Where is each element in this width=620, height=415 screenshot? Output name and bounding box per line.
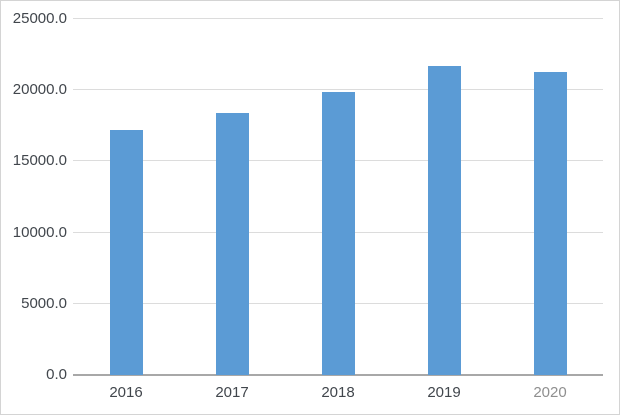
bar-2020 xyxy=(533,71,567,375)
x-axis-tick-label: 2020 xyxy=(533,384,567,401)
x-axis-tick-label: 2017 xyxy=(215,384,249,401)
x-axis: 2016 2017 2018 2019 2020 xyxy=(73,378,603,408)
bar-slot xyxy=(391,19,497,375)
bar-slot xyxy=(497,19,603,375)
y-axis-tick-label: 10000.0 xyxy=(12,223,67,241)
y-axis-tick-label: 5000.0 xyxy=(21,294,67,312)
x-axis-tick-label: 2016 xyxy=(109,384,143,401)
bar-2017 xyxy=(215,112,249,375)
bar-slot xyxy=(179,19,285,375)
plot-area xyxy=(73,18,603,376)
bar-2018 xyxy=(321,91,355,375)
y-axis-tick-label: 0.0 xyxy=(46,366,67,383)
y-axis-tick-label: 15000.0 xyxy=(12,152,67,170)
y-axis-tick-label: 20000.0 xyxy=(12,81,67,99)
x-axis-tick-label: 2019 xyxy=(427,384,461,401)
gridline xyxy=(73,18,603,19)
bar-2016 xyxy=(109,130,143,375)
bar-2019 xyxy=(427,66,461,375)
gridline xyxy=(73,89,603,91)
bar-slot xyxy=(285,19,391,375)
x-axis-tick-label: 2018 xyxy=(321,384,355,401)
bar-slot xyxy=(73,19,179,375)
bar-series xyxy=(73,19,603,375)
y-axis-tick-label: 25000.0 xyxy=(12,10,67,27)
x-axis-line xyxy=(73,374,603,376)
